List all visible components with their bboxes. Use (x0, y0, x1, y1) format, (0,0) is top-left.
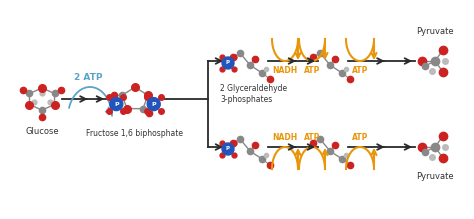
Text: ATP: ATP (352, 133, 368, 142)
Circle shape (222, 143, 234, 155)
Text: Fructose 1,6 biphosphate: Fructose 1,6 biphosphate (86, 129, 183, 138)
Text: NADH: NADH (273, 133, 298, 142)
Circle shape (110, 98, 123, 111)
Text: Glucose: Glucose (25, 127, 59, 136)
Text: ATP: ATP (304, 66, 320, 75)
Text: 2 Glyceraldehyde
3-phosphates: 2 Glyceraldehyde 3-phosphates (220, 84, 287, 104)
Text: P: P (114, 102, 118, 107)
Text: Pyruvate: Pyruvate (416, 27, 454, 36)
Text: P: P (226, 147, 230, 152)
Text: P: P (226, 60, 230, 65)
Circle shape (222, 57, 234, 69)
Circle shape (147, 98, 160, 111)
Text: P: P (151, 102, 156, 107)
Text: NADH: NADH (273, 66, 298, 75)
Text: 2 ATP: 2 ATP (74, 73, 102, 82)
Text: ATP: ATP (352, 66, 368, 75)
Text: ATP: ATP (304, 133, 320, 142)
Text: Pyruvate: Pyruvate (416, 172, 454, 181)
